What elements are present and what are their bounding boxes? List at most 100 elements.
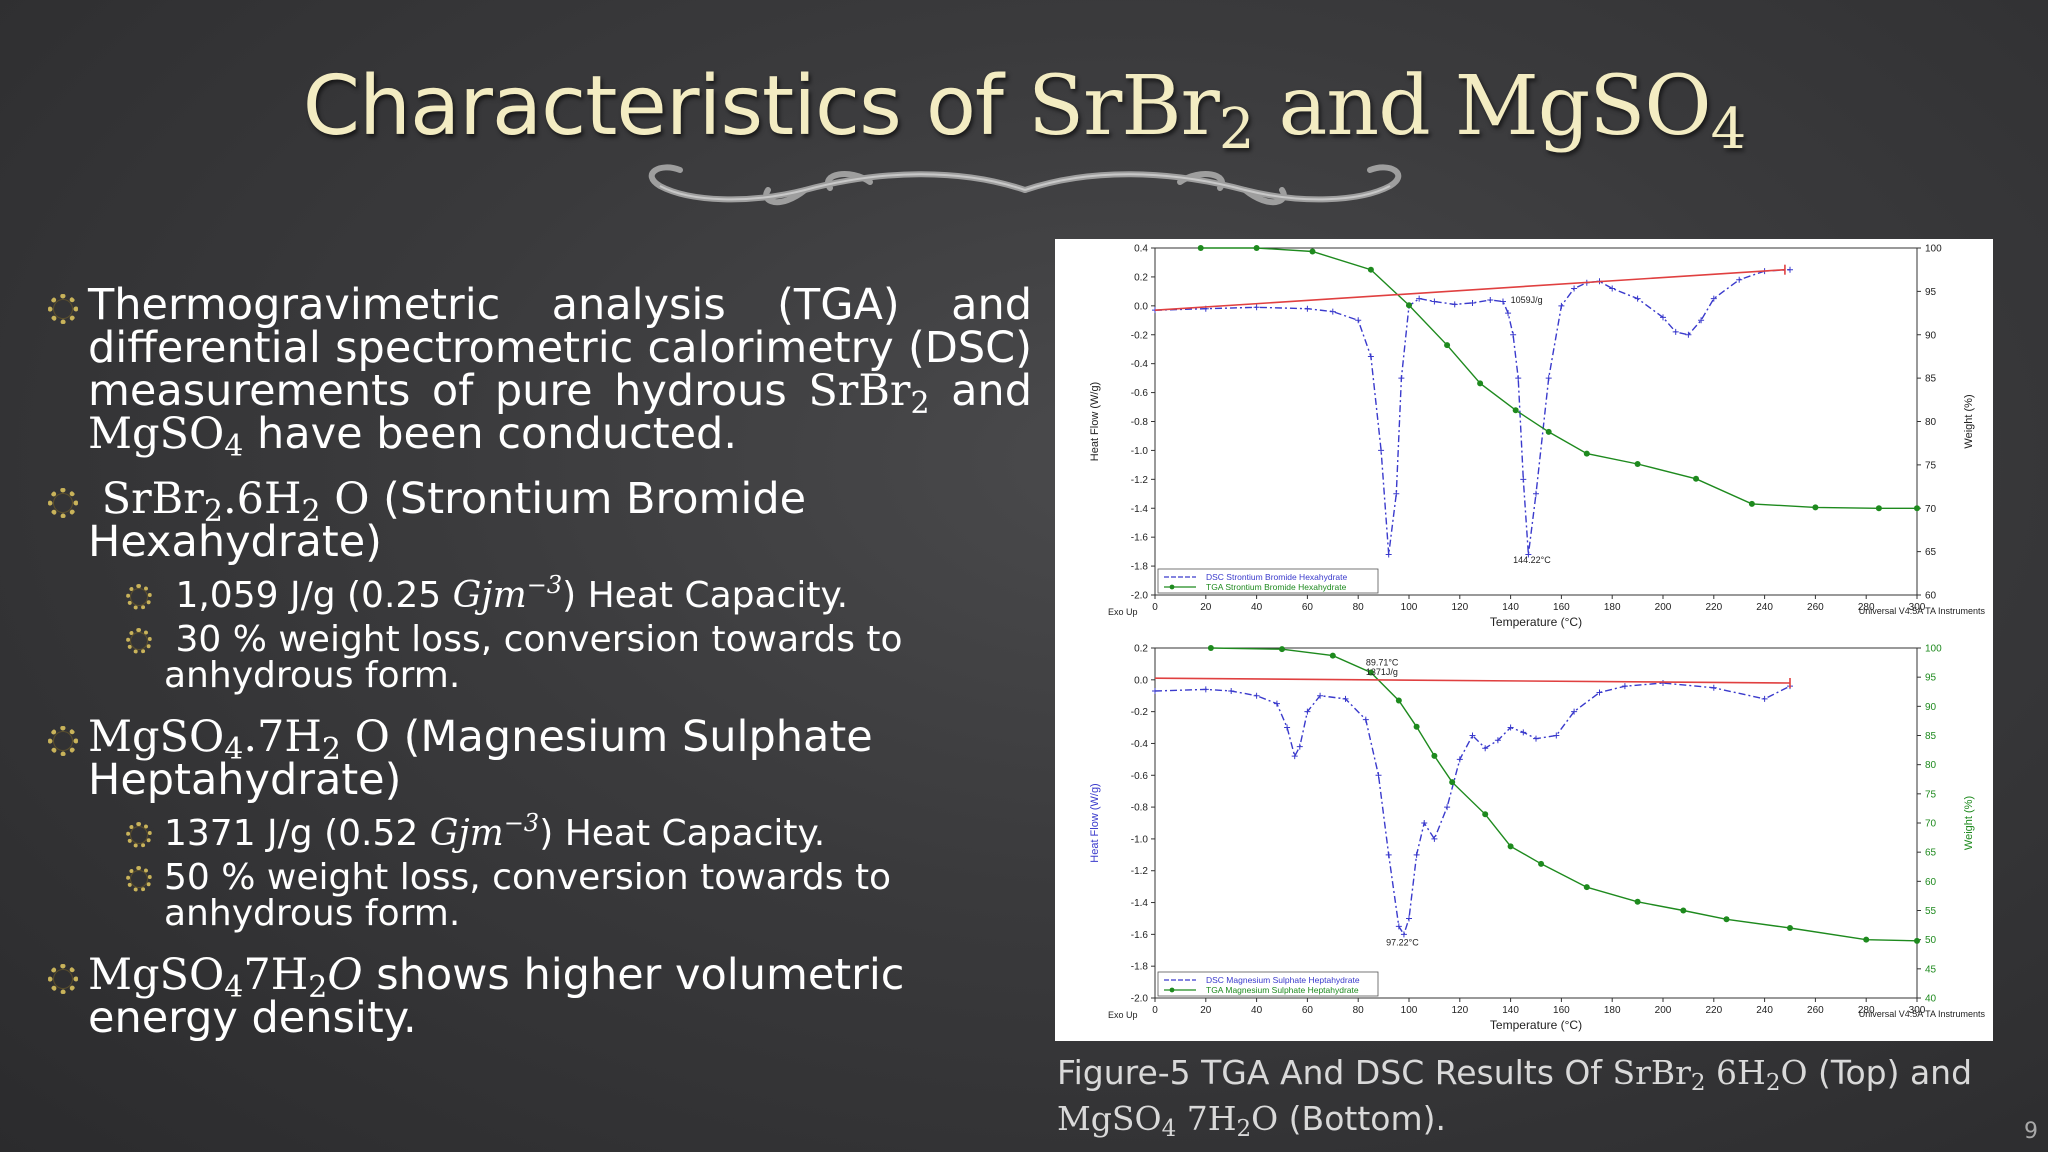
tga-marker [1207,645,1214,651]
dsc-marker [1398,375,1405,382]
y-tick-label: -1.6 [1131,930,1149,941]
tga-marker [1812,504,1819,511]
y-tick-label: -0.8 [1131,417,1149,428]
dsc-marker [1393,490,1400,497]
dsc-marker [1253,692,1260,699]
y2-tick-label: 70 [1925,504,1937,515]
exo-up-label: Exo Up [1108,607,1138,617]
dsc-marker [1304,305,1311,312]
chart-annotation: 1059J/g [1511,295,1543,305]
page-number: 9 [2024,1119,2038,1144]
dsc-marker [1520,476,1527,483]
dsc-marker [1362,716,1369,723]
dsc-marker [1304,708,1311,715]
exo-up-label: Exo Up [1108,1010,1138,1020]
y-tick-label: -2.0 [1131,994,1149,1005]
dsc-marker [1395,923,1402,930]
y-axis-label: Heat Flow (W/g) [1089,783,1101,862]
tga-marker [1723,916,1730,923]
tga-marker [1477,380,1484,387]
y2-axis-label: Weight (%) [1963,796,1975,850]
dsc-marker [1520,729,1527,736]
x-tick-label: 0 [1152,1005,1158,1016]
tga-marker [1395,697,1402,704]
dsc-marker [1421,820,1428,826]
x-tick-label: 20 [1200,602,1212,613]
x-tick-label: 300 [1909,602,1926,613]
y-tick-label: -0.8 [1131,803,1149,814]
x-tick-label: 240 [1756,602,1773,613]
x-tick-label: 120 [1451,1005,1468,1016]
dsc-marker [1487,297,1494,304]
dsc-marker [1416,295,1423,302]
y2-tick-label: 80 [1925,417,1937,428]
tga-marker [1406,302,1412,309]
dsc-marker [1355,317,1362,324]
y-tick-label: -1.8 [1131,962,1149,973]
x-tick-label: 200 [1655,1005,1672,1016]
y2-tick-label: 65 [1925,848,1937,859]
dsc-marker [1609,285,1616,292]
chart-annotation: 97.22°C [1386,938,1419,948]
x-tick-label: 20 [1200,1005,1212,1016]
tga-marker [1431,752,1438,759]
chart-annotation: 89.71°C [1366,658,1399,668]
legend-label: DSC Magnesium Sulphate Heptahydrate [1206,975,1360,985]
x-tick-label: 160 [1553,1005,1570,1016]
y-tick-label: -0.6 [1131,388,1149,399]
dsc-marker [1253,304,1260,311]
y-tick-label: -1.0 [1131,446,1149,457]
tga-marker [1413,723,1420,730]
x-tick-label: 200 [1655,602,1672,613]
tga-marker [1545,428,1552,435]
x-tick-label: 60 [1302,602,1314,613]
y2-tick-label: 90 [1925,330,1937,341]
dsc-marker [1342,695,1349,702]
x-tick-label: 260 [1807,602,1824,613]
bullet-energy-density: MgSO47H2O shows higher volumetric energy… [48,954,1032,1040]
y2-tick-label: 40 [1925,994,1937,1005]
y-tick-label: -0.6 [1131,771,1149,782]
dsc-marker [1787,266,1793,273]
y2-tick-label: 50 [1925,935,1937,946]
x-tick-label: 300 [1909,1005,1926,1016]
legend-label: TGA Strontium Bromide Hexahydrate [1206,582,1347,592]
legend-label: TGA Magnesium Sulphate Heptahydrate [1206,985,1359,995]
dsc-marker [1510,331,1517,338]
y-tick-label: -0.4 [1131,739,1149,750]
tga-marker [1309,248,1316,255]
bullet-srbr-hexahydrate: SrBr2.6H2 O (Strontium Bromide Hexahydra… [48,478,1032,564]
legend-marker [1169,987,1175,993]
y2-tick-label: 100 [1925,244,1942,255]
tga-marker [1914,937,1920,944]
dsc-marker [1456,756,1463,763]
bullet-mgso4-heptahydrate: MgSO4.7H2 O (Magnesium Sulphate Heptahyd… [48,716,1032,802]
dsc-marker [1375,772,1382,779]
tga-marker [1367,669,1374,676]
dsc-marker [1571,708,1578,715]
x-tick-label: 220 [1705,1005,1722,1016]
dsc-marker [1672,328,1679,335]
x-tick-label: 280 [1858,602,1875,613]
y2-tick-label: 75 [1925,460,1937,471]
instrument-label: Universal V4.5A TA Instruments [1859,1009,1986,1019]
x-tick-label: 0 [1152,602,1158,613]
y2-tick-label: 75 [1925,789,1937,800]
tga-marker [1875,505,1882,512]
instrument-label: Universal V4.5A TA Instruments [1859,606,1986,616]
dsc-marker [1558,302,1565,309]
dsc-marker [1273,700,1280,707]
dsc-marker [1284,724,1291,731]
dsc-marker [1431,835,1438,842]
x-tick-label: 140 [1502,1005,1519,1016]
y2-tick-label: 85 [1925,374,1937,385]
dsc-marker [1469,299,1476,306]
y-tick-label: 0.0 [1134,301,1148,312]
tga-dsc-figure: 0 20 40 60 80 100 120 140 160 180 200 220 240 260 280 3… [1055,239,1993,1041]
y-tick-label: -1.0 [1131,834,1149,845]
tga-marker [1449,779,1456,786]
tga-marker [1748,500,1755,507]
y-tick-label: 0.0 [1134,675,1148,686]
tga-marker [1583,884,1590,891]
dsc-marker [1431,298,1438,305]
